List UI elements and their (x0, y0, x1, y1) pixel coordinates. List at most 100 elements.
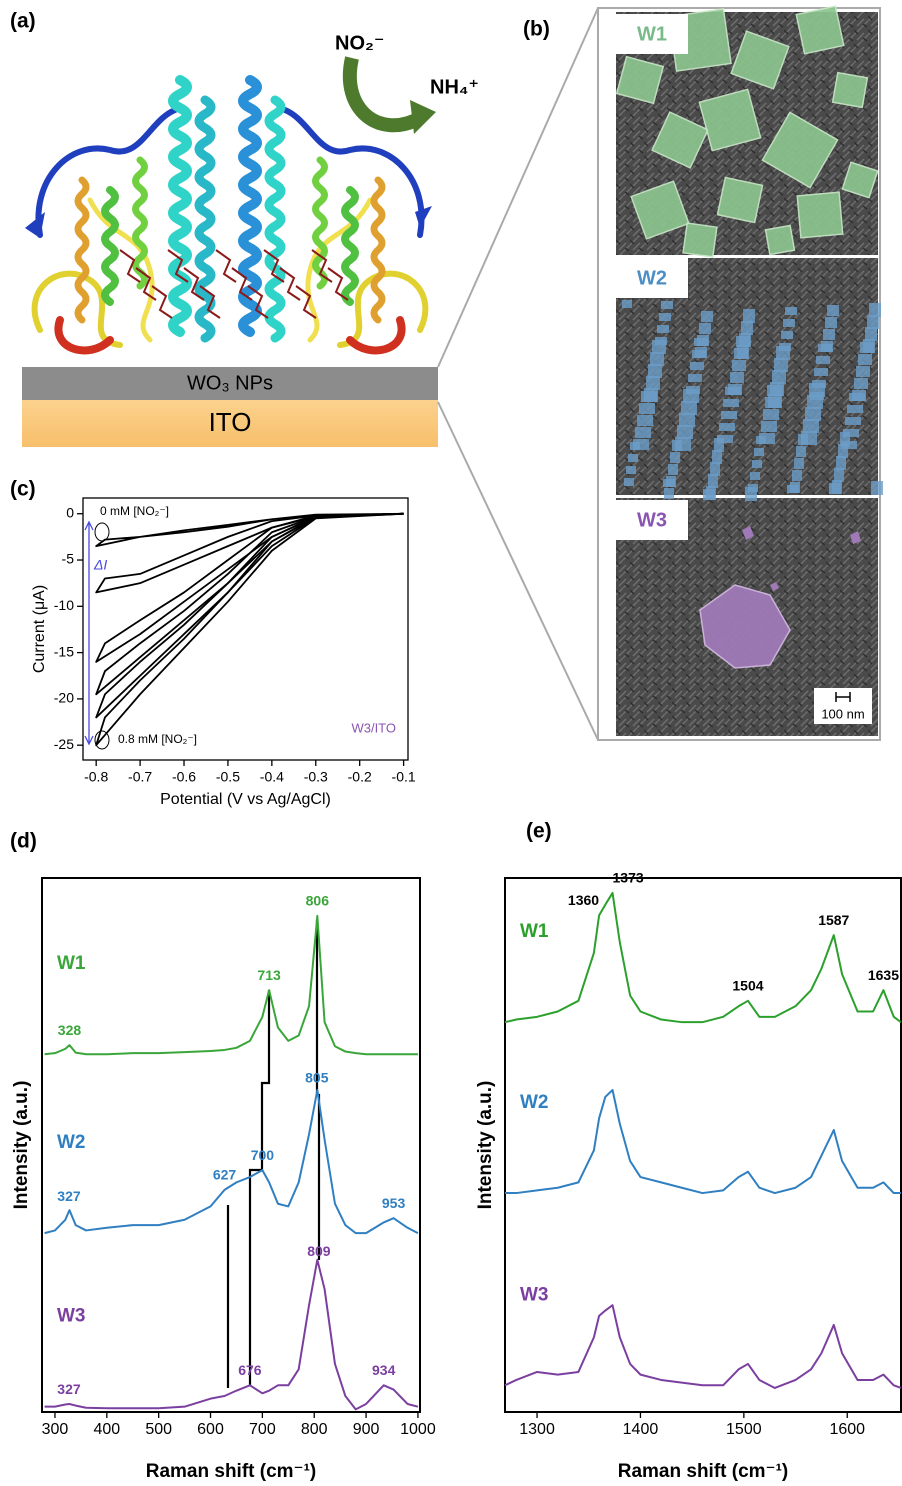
x-tick-label: -0.2 (348, 769, 372, 785)
heme (167, 249, 189, 283)
grain (648, 364, 662, 378)
grain (723, 399, 739, 407)
protein-illustration (25, 75, 432, 355)
grain (717, 435, 733, 443)
grain (783, 319, 795, 327)
series-line (504, 1304, 902, 1389)
y-tick-label: 0 (66, 504, 74, 520)
series-name: W2 (520, 1092, 549, 1113)
series-line (95, 512, 404, 747)
grain (805, 407, 821, 421)
peak-label: 1587 (818, 912, 849, 928)
grain (814, 368, 828, 376)
y-tick-label: -5 (62, 551, 75, 567)
grain (765, 397, 781, 408)
marker-circle (94, 522, 110, 542)
product-label: NH₄⁺ (430, 76, 479, 98)
x-tick-label: 1000 (400, 1421, 436, 1438)
heme (295, 285, 317, 319)
helix (370, 176, 386, 324)
coil (305, 197, 373, 343)
heme (279, 267, 301, 301)
sample-label: W2 (637, 267, 667, 289)
ito-layer (22, 400, 438, 447)
heme (183, 267, 205, 301)
grain (670, 452, 680, 463)
crystal (831, 71, 869, 109)
annotation: 0 mM [NO₂⁻] (100, 504, 169, 518)
coil (337, 270, 429, 348)
x-tick-label: -0.6 (172, 769, 196, 785)
zoom-line (437, 401, 599, 741)
grain (714, 438, 724, 452)
grain (785, 307, 797, 315)
delta-arrow (84, 520, 94, 746)
grain (792, 470, 802, 481)
grain (750, 472, 760, 480)
grain (664, 488, 674, 499)
x-tick-label: -0.7 (128, 769, 152, 785)
grain (825, 317, 837, 328)
arrow (25, 212, 45, 238)
coil (87, 197, 155, 343)
y-axis-label: Intensity (a.u.) (11, 1081, 32, 1210)
layer-label: WO₃ NPs (187, 372, 273, 394)
grain (858, 354, 872, 365)
peak-label: 700 (251, 1147, 275, 1163)
series-name: W1 (57, 953, 86, 974)
grain (672, 440, 682, 451)
sample-label: W1 (637, 23, 667, 45)
x-tick-label: 600 (197, 1421, 224, 1438)
heme (327, 267, 349, 301)
grain (683, 389, 699, 403)
cluster (699, 584, 791, 669)
grain (668, 464, 678, 475)
helix (264, 95, 286, 343)
grain (854, 378, 868, 389)
grain (659, 313, 671, 321)
crystal (615, 55, 665, 105)
x-tick-label: -0.4 (260, 769, 284, 785)
peak-label: 1635 (868, 967, 899, 983)
grain (679, 413, 695, 427)
grain (736, 336, 750, 347)
helix (74, 176, 90, 324)
panel-label: (c) (10, 478, 36, 501)
grain (774, 358, 788, 372)
x-tick-label: 700 (249, 1421, 276, 1438)
helix (341, 186, 359, 306)
grain (823, 329, 835, 340)
panel-label: (d) (10, 830, 37, 853)
grain (745, 487, 757, 501)
peak-label: 1360 (568, 892, 599, 908)
grain (641, 391, 657, 402)
grain (752, 460, 762, 468)
grain (650, 352, 664, 366)
grain (754, 448, 764, 456)
peak-label: 805 (305, 1069, 329, 1085)
crystal (761, 111, 839, 189)
reaction-arrow (342, 56, 424, 133)
grain (661, 301, 673, 309)
panel-label: (b) (523, 18, 550, 41)
grain (646, 376, 660, 390)
grain (721, 411, 737, 419)
helix (194, 95, 216, 343)
grain (840, 432, 850, 446)
arrow (415, 206, 432, 228)
peak-label: 934 (372, 1362, 396, 1378)
grain (622, 300, 632, 308)
grain (694, 338, 708, 346)
helix (132, 156, 148, 290)
grain (829, 483, 841, 494)
grain (628, 454, 638, 462)
grain (816, 356, 830, 364)
arrow-head (410, 100, 436, 134)
x-tick-label: 1300 (519, 1421, 555, 1438)
grain (756, 436, 766, 444)
x-axis-label: Raman shift (cm⁻¹) (146, 1461, 317, 1482)
x-tick-label: 1500 (726, 1421, 762, 1438)
peak-label: 1504 (732, 978, 763, 994)
grain (871, 481, 883, 495)
scale-bar (835, 692, 851, 702)
